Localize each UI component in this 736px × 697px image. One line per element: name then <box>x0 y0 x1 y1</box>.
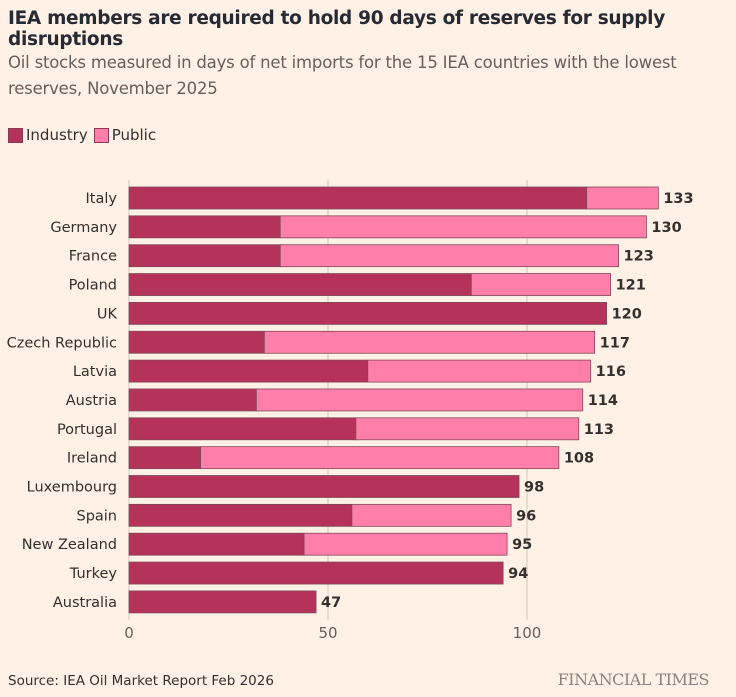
x-tick-label: 0 <box>124 624 134 642</box>
data-label: 116 <box>596 364 626 380</box>
data-label: 133 <box>663 191 693 207</box>
bar-industry <box>128 532 305 556</box>
legend: Industry Public <box>8 126 162 144</box>
bar-industry <box>128 388 257 412</box>
category-label: Portugal <box>57 422 117 438</box>
data-label: 114 <box>588 393 618 409</box>
bar-industry <box>128 186 588 210</box>
bar-public <box>263 330 596 354</box>
bar-public <box>279 215 647 239</box>
bar-public <box>470 273 611 296</box>
data-label: 121 <box>616 278 646 294</box>
category-label: Poland <box>69 278 117 294</box>
category-label: Turkey <box>69 566 118 582</box>
category-label: UK <box>97 306 118 322</box>
bar-public <box>586 186 659 210</box>
data-label: 123 <box>624 249 654 265</box>
category-label: Austria <box>66 393 117 409</box>
legend-swatch-public <box>93 127 109 143</box>
bar-public <box>367 359 592 383</box>
data-label: 94 <box>508 566 528 582</box>
data-label: 108 <box>564 451 594 467</box>
legend-label-public: Public <box>111 126 157 144</box>
ft-logo: FINANCIAL TIMES <box>557 670 710 689</box>
data-label: 96 <box>516 508 536 524</box>
bar-public <box>355 417 580 441</box>
chart-title: IEA members are required to hold 90 days… <box>8 8 665 50</box>
data-label: 120 <box>612 306 642 322</box>
category-label: New Zealand <box>22 537 117 553</box>
legend-item-public: Public <box>93 126 157 144</box>
data-label: 130 <box>651 220 681 236</box>
legend-swatch-industry <box>8 127 23 143</box>
chart-subtitle: Oil stocks measured in days of net impor… <box>8 53 677 98</box>
data-label: 113 <box>584 422 614 438</box>
bar-industry <box>128 301 608 325</box>
x-tick-label: 100 <box>513 624 542 642</box>
category-label: Luxembourg <box>27 480 117 496</box>
category-label: Australia <box>53 595 117 611</box>
bar-public <box>279 244 619 268</box>
bar-public <box>200 446 560 470</box>
category-label: Ireland <box>67 451 117 467</box>
bar-industry <box>128 590 317 614</box>
legend-item-industry: Industry <box>8 126 88 144</box>
bar-industry <box>128 417 357 441</box>
bar-industry <box>128 359 369 383</box>
bar-public <box>351 503 512 527</box>
bar-industry <box>128 446 202 470</box>
legend-label-industry: Industry <box>26 126 88 144</box>
bar-industry <box>128 273 472 296</box>
category-label: Italy <box>86 191 118 207</box>
bar-industry <box>128 561 504 585</box>
source-note: Source: IEA Oil Market Report Feb 2026 <box>8 673 274 689</box>
bar-industry <box>128 215 281 239</box>
category-label: Czech Republic <box>7 335 117 351</box>
category-label: Spain <box>76 508 117 524</box>
bar-industry <box>128 503 353 527</box>
bar-industry <box>128 330 265 354</box>
data-label: 98 <box>524 480 544 496</box>
category-label: Latvia <box>73 364 117 380</box>
bar-industry <box>128 244 281 268</box>
x-tick-label: 50 <box>318 624 337 642</box>
bar-public <box>303 532 508 556</box>
bar-public <box>255 388 584 412</box>
bar-industry <box>128 475 520 498</box>
data-label: 47 <box>321 595 341 611</box>
category-label: France <box>69 249 117 265</box>
data-label: 95 <box>512 537 532 553</box>
data-label: 117 <box>600 335 630 351</box>
category-label: Germany <box>50 220 117 236</box>
